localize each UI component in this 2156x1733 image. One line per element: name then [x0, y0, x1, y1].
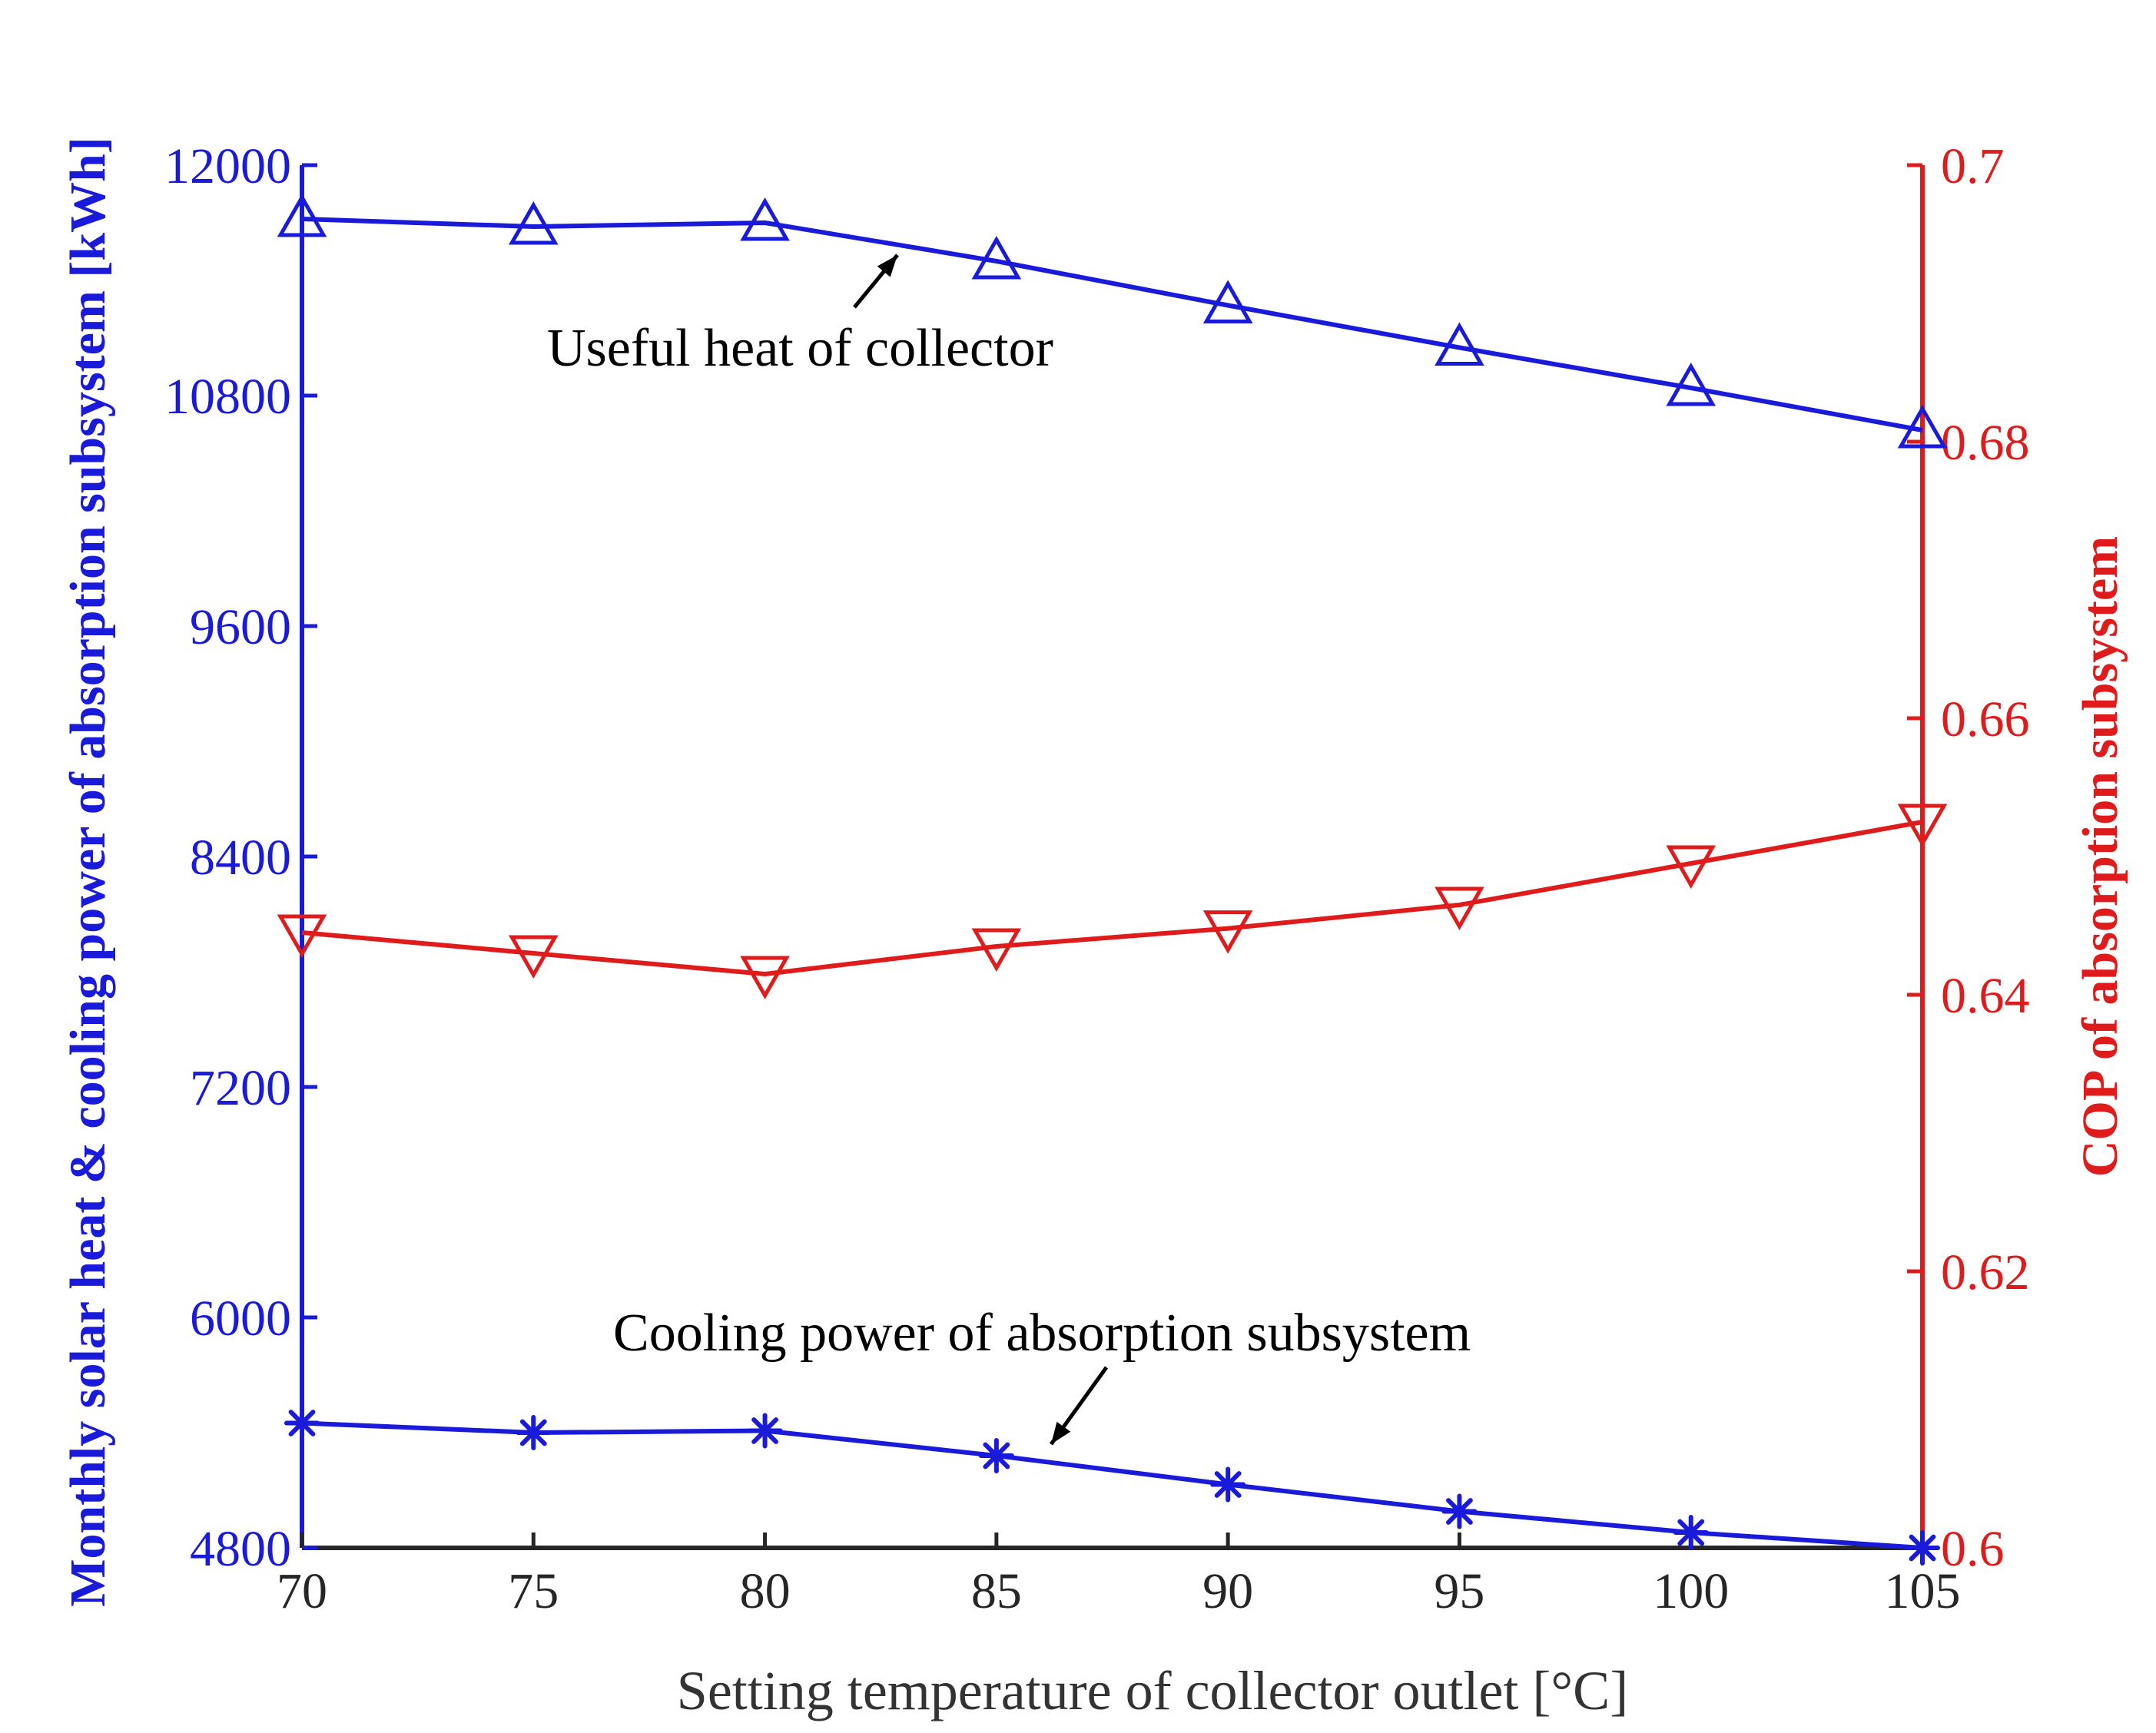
left-y-tick-label: 7200 — [190, 1060, 291, 1116]
asterisk-stroke — [1677, 1519, 1705, 1546]
arrow-cooling-power — [1049, 1366, 1109, 1446]
right-y-tick-label: 0.6 — [1941, 1521, 2005, 1577]
triangle-down-marker — [971, 928, 1022, 973]
series-layer — [277, 193, 1948, 1566]
triangle-up-marker — [1202, 280, 1253, 323]
x-tick-label: 105 — [1885, 1563, 1961, 1619]
arrow-head — [1051, 1421, 1071, 1444]
triangle-up-marker — [1435, 322, 1484, 366]
asterisk-stroke — [519, 1419, 547, 1446]
left-y-tick-label: 12000 — [164, 138, 291, 194]
asterisk-marker — [516, 1415, 552, 1450]
right-y-axis-label: COP of absorption subsystem — [2072, 536, 2128, 1177]
asterisk-stroke — [1214, 1471, 1242, 1498]
series-0 — [277, 193, 1948, 449]
asterisk-marker — [1673, 1515, 1709, 1550]
triangle-up-marker — [277, 193, 327, 237]
arrow-head — [877, 255, 897, 277]
asterisk-stroke — [751, 1417, 778, 1444]
asterisk-stroke — [288, 1410, 316, 1436]
annotation-useful-heat: Useful heat of collector — [547, 319, 1053, 378]
arrow-useful-heat — [853, 253, 899, 309]
right-y-tick-label: 0.64 — [1941, 968, 2030, 1024]
triangle-down-marker — [1897, 804, 1948, 848]
triangle-up-marker — [1666, 362, 1717, 406]
asterisk-marker — [1905, 1530, 1940, 1566]
left-y-axis-label: Monthly solar heat & cooling power of ab… — [60, 137, 116, 1607]
left-y-tick-label: 8400 — [190, 830, 291, 886]
triangle-down-marker — [1202, 910, 1253, 954]
x-tick-label: 100 — [1653, 1563, 1729, 1619]
series-line — [301, 820, 1923, 976]
triangle-up-marker — [508, 200, 559, 245]
left-y-tick-label: 4800 — [190, 1521, 291, 1577]
series-line — [301, 1420, 1923, 1550]
triangle-down-marker — [1666, 845, 1717, 890]
triangle-down-marker — [1435, 886, 1484, 931]
annotation-cooling-power: Cooling power of absorption subsystem — [613, 1304, 1471, 1363]
x-tick-label: 75 — [508, 1563, 559, 1619]
series-2 — [277, 804, 1948, 1000]
annotation-layer: Useful heat of collector Cooling power o… — [547, 253, 1471, 1446]
axes: 70 75 80 85 90 95 100 105 4800 6000 7200 8400 9600 10… — [164, 138, 2030, 1619]
triangle-up-marker — [971, 235, 1022, 280]
triangle-down-marker — [508, 935, 559, 979]
right-y-tick-label: 0.7 — [1941, 138, 2005, 194]
x-tick-label: 95 — [1434, 1563, 1484, 1619]
series-1 — [284, 1405, 1940, 1566]
left-y-tick-label: 9600 — [190, 599, 291, 655]
asterisk-marker — [1441, 1493, 1478, 1529]
asterisk-stroke — [1909, 1534, 1936, 1562]
left-y-tick-label: 10800 — [164, 369, 291, 425]
x-axis-label: Setting temperature of collector outlet … — [677, 1660, 1628, 1721]
triangle-down-marker — [277, 914, 327, 959]
x-tick-label: 85 — [971, 1563, 1022, 1619]
asterisk-marker — [747, 1413, 783, 1449]
right-y-tick-label: 0.68 — [1941, 415, 2030, 471]
asterisk-marker — [284, 1405, 320, 1441]
x-tick-label: 80 — [740, 1563, 791, 1619]
asterisk-marker — [978, 1438, 1014, 1473]
triangle-up-marker — [1897, 404, 1948, 449]
x-tick-label: 90 — [1202, 1563, 1253, 1619]
right-y-tick-label: 0.62 — [1941, 1244, 2030, 1301]
asterisk-marker — [1210, 1466, 1246, 1503]
series-line — [301, 217, 1923, 432]
left-y-tick-label: 6000 — [190, 1291, 291, 1347]
asterisk-stroke — [1446, 1498, 1473, 1525]
right-y-tick-label: 0.66 — [1941, 691, 2030, 747]
x-tick-label: 70 — [277, 1563, 327, 1619]
asterisk-stroke — [983, 1442, 1010, 1470]
triangle-up-marker — [740, 197, 790, 241]
triangle-down-marker — [740, 956, 790, 1000]
